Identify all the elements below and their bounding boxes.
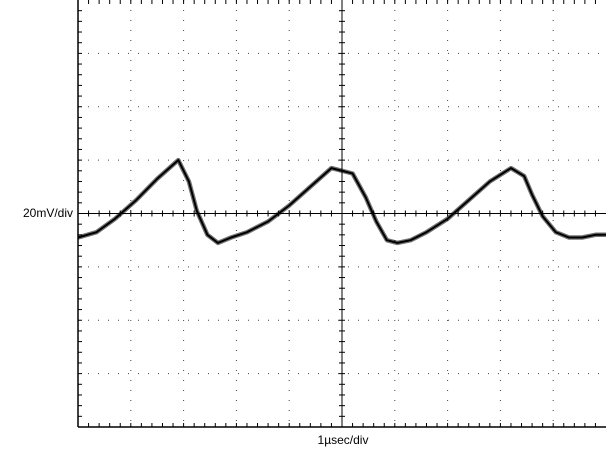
waveform-trace-line (77, 159, 606, 244)
y-axis-label: 20mV/div (23, 206, 73, 220)
waveform-trace (77, 157, 606, 246)
x-axis-label: 1µsec/div (318, 433, 369, 447)
plot-frame (77, 0, 606, 428)
center-axis-ticks (78, 0, 606, 427)
